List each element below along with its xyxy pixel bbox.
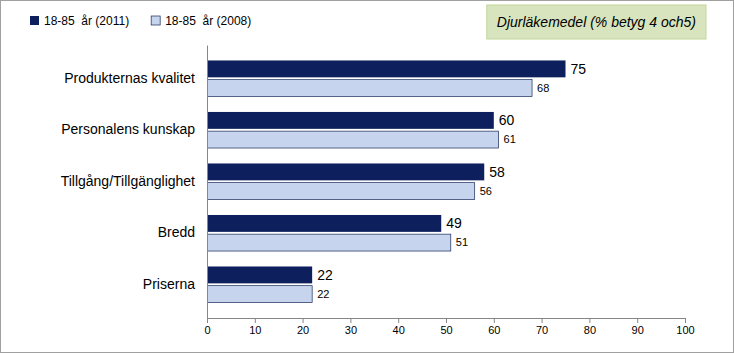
tick-label: Bredd [158, 224, 195, 240]
data-label: 22 [317, 288, 329, 300]
bar [207, 266, 312, 283]
tick-mark [589, 318, 590, 323]
tick: 80 [584, 318, 596, 336]
tick-mark [207, 318, 208, 323]
tick-mark [446, 318, 447, 323]
data-label: 60 [499, 112, 515, 128]
legend-label: 18-85 år (2011) [44, 14, 129, 28]
legend: 18-85 år (2011) 18-85 år (2008) [30, 14, 251, 28]
y-axis: Produkternas kvalitet Personalens kunskap… [61, 46, 208, 319]
legend-swatch [151, 16, 160, 25]
tick-label: 10 [249, 324, 261, 336]
tick: 0 [204, 318, 210, 336]
tick-label: Produkternas kvalitet [64, 70, 195, 86]
legend-item: 18-85 år (2011) [30, 14, 129, 28]
data-labels: 75 60 58 49 22 68 61 56 51 22 [317, 61, 586, 300]
legend-label: 18-85 år (2008) [165, 14, 251, 28]
tick-mark [685, 318, 686, 323]
bar [207, 131, 499, 148]
axis-line [207, 46, 208, 319]
legend-swatch [30, 16, 39, 25]
tick-label: 0 [204, 324, 210, 336]
tick-label: 100 [676, 324, 694, 336]
legend-item: 18-85 år (2008) [151, 14, 251, 28]
bar [207, 112, 494, 129]
tick: 90 [632, 318, 644, 336]
chart: 75 60 58 49 22 68 61 56 51 22 0 10 20 30 40 50 60 70 80 90 1… [0, 0, 734, 353]
tick: Personalens kunskap [61, 121, 195, 137]
tick-label: 70 [536, 324, 548, 336]
tick-label: Tillgång/Tillgänglighet [61, 173, 195, 189]
data-label: 68 [537, 82, 549, 94]
tick: 10 [249, 318, 261, 336]
data-label: 51 [456, 236, 468, 248]
data-label: 56 [480, 185, 492, 197]
tick-label: 40 [393, 324, 405, 336]
title-box: Djurläkemedel (% betyg 4 och5) [487, 5, 706, 39]
tick-mark [303, 318, 304, 323]
tick-label: 60 [488, 324, 500, 336]
tick: Produkternas kvalitet [64, 70, 195, 86]
tick-mark [494, 318, 495, 323]
data-label: 75 [571, 61, 587, 77]
bar [207, 183, 475, 200]
tick-label: 80 [584, 324, 596, 336]
title: Djurläkemedel (% betyg 4 och5) [497, 14, 696, 30]
x-axis: 0 10 20 30 40 50 60 70 80 90 100 [204, 318, 694, 336]
data-label: 61 [504, 133, 516, 145]
bars [207, 60, 566, 302]
tick-label: Priserna [143, 276, 195, 292]
tick: 70 [536, 318, 548, 336]
tick-label: Personalens kunskap [61, 121, 195, 137]
tick: 50 [440, 318, 452, 336]
tick-label: 30 [345, 324, 357, 336]
tick-mark [542, 318, 543, 323]
axis-line [208, 319, 686, 324]
tick: Bredd [158, 224, 195, 240]
tick-label: 50 [440, 324, 452, 336]
data-label: 58 [489, 164, 505, 180]
tick-mark [637, 318, 638, 323]
bar [207, 215, 441, 232]
tick-mark [350, 318, 351, 323]
bar [207, 286, 312, 303]
tick: 100 [676, 318, 694, 336]
tick-mark [398, 318, 399, 323]
tick-label: 90 [632, 324, 644, 336]
data-label: 49 [446, 215, 462, 231]
bar [207, 163, 484, 180]
bar [207, 60, 566, 77]
title-background [487, 5, 706, 39]
tick: 60 [488, 318, 500, 336]
tick: 30 [345, 318, 357, 336]
bar [207, 80, 532, 97]
tick: 20 [297, 318, 309, 336]
tick: Tillgång/Tillgänglighet [61, 173, 195, 189]
data-label: 22 [317, 267, 333, 283]
tick-mark [255, 318, 256, 323]
tick: Priserna [143, 276, 195, 292]
chart-frame [1, 1, 734, 353]
tick-label: 20 [297, 324, 309, 336]
tick: 40 [393, 318, 405, 336]
bar [207, 234, 451, 251]
